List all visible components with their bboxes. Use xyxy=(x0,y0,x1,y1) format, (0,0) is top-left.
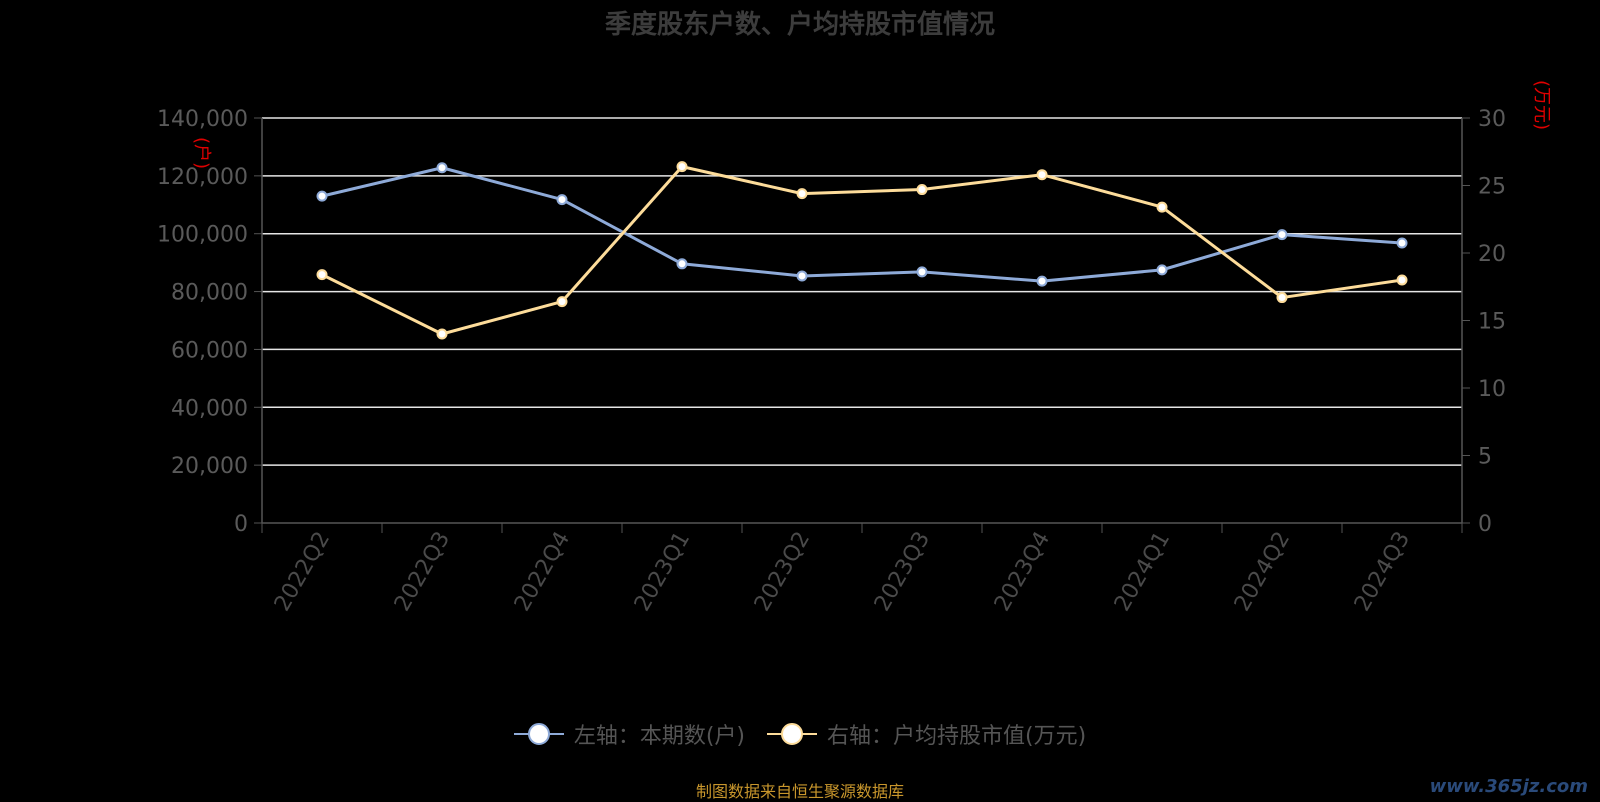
x-tick-label: 2024Q1 xyxy=(1110,528,1175,616)
right-tick-label: 15 xyxy=(1478,310,1506,335)
data-point-left xyxy=(556,194,568,206)
data-point-left xyxy=(436,162,448,174)
data-point-right xyxy=(796,188,808,200)
data-point-right xyxy=(1156,201,1168,213)
data-point-right xyxy=(436,328,448,340)
data-point-right xyxy=(556,296,568,308)
data-point-left xyxy=(1156,264,1168,276)
data-point-right xyxy=(316,269,328,281)
right-axis-unit: (万元) xyxy=(1531,80,1552,130)
x-tick-label: 2024Q2 xyxy=(1230,528,1295,616)
data-point-left xyxy=(916,266,928,278)
grid-lines xyxy=(262,117,1462,466)
x-tick-label: 2023Q1 xyxy=(630,528,695,616)
legend-label-right: 右轴：户均持股市值(万元) xyxy=(827,724,1087,749)
legend-marker-icon xyxy=(767,722,817,746)
legend-label-left: 左轴：本期数(户) xyxy=(573,724,745,749)
data-point-left xyxy=(1036,275,1048,287)
data-point-left xyxy=(796,270,808,282)
data-point-right xyxy=(676,161,688,173)
left-tick-label: 0 xyxy=(234,512,248,537)
x-tick-label: 2023Q3 xyxy=(870,528,935,616)
left-tick-label: 140,000 xyxy=(157,107,248,132)
axes xyxy=(261,118,1463,524)
left-tick-label: 80,000 xyxy=(171,281,248,306)
x-axis-ticks: 2022Q2 2022Q3 2022Q4 2023Q1 2023Q2 2023Q3 2023… xyxy=(261,523,1463,616)
left-tick-label: 60,000 xyxy=(171,338,248,363)
data-point-right xyxy=(1276,292,1288,304)
right-tick-label: 20 xyxy=(1478,242,1506,267)
data-point-right xyxy=(1396,274,1408,286)
x-tick-label: 2022Q4 xyxy=(510,528,575,616)
chart-title: 季度股东户数、户均持股市值情况 xyxy=(604,10,995,40)
right-axis-ticks: 0 5 10 15 20 25 30 xyxy=(1462,107,1506,537)
data-point-right xyxy=(1036,169,1048,181)
left-tick-label: 120,000 xyxy=(157,165,248,190)
left-tick-label: 40,000 xyxy=(171,396,248,421)
x-tick-label: 2022Q3 xyxy=(390,528,455,616)
data-point-left xyxy=(1396,237,1408,249)
right-tick-label: 10 xyxy=(1478,377,1506,402)
x-tick-label: 2023Q4 xyxy=(990,528,1055,616)
legend-marker-icon xyxy=(513,722,564,746)
right-tick-label: 5 xyxy=(1478,445,1492,470)
right-tick-label: 0 xyxy=(1478,512,1492,537)
series-group xyxy=(316,161,1408,340)
right-tick-label: 30 xyxy=(1478,107,1506,132)
data-point-left xyxy=(1276,229,1288,241)
left-tick-label: 20,000 xyxy=(171,454,248,479)
series-line-right xyxy=(321,165,1403,336)
legend-item-left-series[interactable]: 左轴：本期数(户) xyxy=(513,718,745,750)
legend-item-right-series[interactable]: 右轴：户均持股市值(万元) xyxy=(767,718,1086,750)
x-tick-label: 2022Q2 xyxy=(270,528,335,616)
right-tick-label: 25 xyxy=(1478,175,1506,200)
legend: 左轴：本期数(户) 右轴：户均持股市值(万元) xyxy=(0,718,1600,750)
left-tick-label: 100,000 xyxy=(157,223,248,248)
x-tick-label: 2023Q2 xyxy=(750,528,815,616)
data-point-left xyxy=(316,190,328,202)
data-source-note: 制图数据来自恒生聚源数据库 xyxy=(695,782,904,801)
left-axis-unit: (户) xyxy=(191,137,212,169)
x-tick-label: 2024Q3 xyxy=(1350,528,1415,616)
left-axis-ticks: 0 20,000 40,000 60,000 80,000 100,000 120,000 1… xyxy=(157,107,262,537)
data-point-left xyxy=(676,258,688,270)
watermark: www.365jz.com xyxy=(1429,776,1588,797)
data-point-right xyxy=(916,184,928,196)
